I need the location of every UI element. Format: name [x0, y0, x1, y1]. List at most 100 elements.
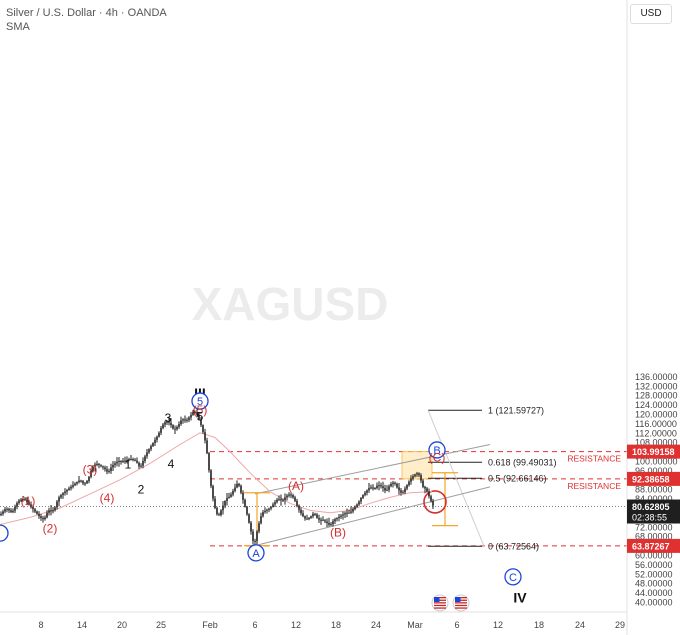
candle-body — [202, 425, 204, 433]
candle-body — [370, 487, 372, 489]
candle-body — [62, 493, 64, 496]
candle-body — [4, 509, 6, 512]
candle-body — [416, 473, 418, 475]
candle-body — [164, 422, 166, 425]
time-tick-label: 20 — [117, 620, 127, 630]
candle-body — [124, 460, 126, 462]
price-tick-label: 56.00000 — [635, 560, 673, 570]
candle-body — [186, 419, 188, 421]
price-level-badge — [627, 444, 680, 459]
channel-upper-line — [254, 444, 491, 495]
wave-label-blue: C — [509, 572, 517, 584]
wave-label-circle — [428, 441, 446, 459]
candle-body — [152, 442, 154, 447]
us-flag-icon — [452, 594, 470, 612]
price-level-badge-text: 92.38658 — [632, 474, 670, 484]
candle-body — [354, 506, 356, 510]
candle-body — [40, 516, 42, 518]
candle-body — [216, 508, 218, 515]
time-tick-label: 6 — [454, 620, 459, 630]
candle-body — [306, 518, 308, 520]
time-tick-label: 12 — [291, 620, 301, 630]
candle-body — [84, 483, 86, 485]
chart-header: Silver / U.S. Dollar · 4h · OANDA SMA — [6, 6, 167, 34]
candle-body — [86, 480, 88, 484]
time-tick-label: 25 — [156, 620, 166, 630]
fib-projection-line — [427, 410, 485, 547]
candle-body — [158, 432, 160, 437]
time-tick-label: 6 — [252, 620, 257, 630]
wave-label-black: 4 — [168, 457, 175, 471]
wave-label-red: (1) — [21, 494, 36, 508]
candle-body — [192, 411, 194, 415]
candle-body — [430, 496, 432, 501]
us-flag-icon — [431, 594, 449, 612]
candle-body — [136, 460, 138, 463]
candle-body — [218, 514, 220, 516]
price-tick-label: 120.00000 — [635, 410, 678, 420]
price-tick-label: 136.00000 — [635, 372, 678, 382]
candle-body — [314, 513, 316, 515]
candle-body — [156, 436, 158, 440]
candle-body — [100, 465, 102, 467]
candle-body — [108, 470, 110, 472]
candle-body — [50, 510, 52, 512]
wave-label-circle — [0, 524, 9, 542]
candle-body — [330, 524, 332, 526]
candle-body — [20, 499, 22, 501]
us-flag-stripe — [455, 599, 467, 601]
candle-body — [60, 495, 62, 498]
candle-body — [432, 500, 434, 506]
candle-body — [394, 482, 396, 484]
time-tick-label: 12 — [493, 620, 503, 630]
candle-body — [260, 516, 262, 524]
candle-body — [94, 464, 96, 467]
candle-body — [138, 462, 140, 467]
candle-body — [406, 485, 408, 489]
us-flag-stripe — [455, 604, 467, 607]
candle-body — [198, 414, 200, 420]
candle-body — [118, 461, 120, 462]
candle-body — [388, 486, 390, 490]
candle-body — [262, 512, 264, 517]
candle-body — [172, 425, 174, 429]
wave-label-black: 3 — [165, 411, 172, 425]
candle-body — [16, 502, 18, 507]
candle-body — [288, 494, 290, 496]
candle-body — [196, 411, 198, 415]
time-tick-label: 18 — [331, 620, 341, 630]
currency-button[interactable]: USD — [630, 4, 672, 24]
candle-body — [420, 475, 422, 481]
candle-body — [392, 482, 394, 484]
candle-body — [96, 463, 98, 465]
candle-body — [208, 453, 210, 471]
price-tick-label: 116.00000 — [635, 419, 677, 429]
candle-body — [264, 510, 266, 513]
candle-body — [310, 516, 312, 518]
candle-body — [256, 531, 258, 541]
candle-body — [232, 490, 234, 495]
candle-body — [244, 499, 246, 507]
wave-label-black: 2 — [138, 483, 145, 497]
candle-body — [386, 489, 388, 491]
price-tick-label: 52.00000 — [635, 569, 673, 579]
price-level-badge-text: 63.87267 — [632, 541, 670, 551]
candle-body — [48, 510, 50, 513]
price-level-badge — [627, 538, 680, 553]
time-tick-label: 29 — [615, 620, 625, 630]
candle-body — [292, 495, 294, 498]
price-tick-label: 44.00000 — [635, 588, 673, 598]
indicator-label[interactable]: SMA — [6, 21, 30, 33]
candle-body — [130, 459, 132, 461]
candle-body — [64, 491, 66, 494]
candle-body — [90, 470, 92, 477]
candle-body — [120, 461, 122, 462]
wave-label-blue: A — [252, 548, 260, 560]
candles — [0, 407, 434, 545]
wave-label-red: (A) — [288, 479, 304, 493]
candle-body — [132, 459, 134, 461]
wave-label-circle — [504, 568, 522, 586]
candle-body — [426, 488, 428, 492]
